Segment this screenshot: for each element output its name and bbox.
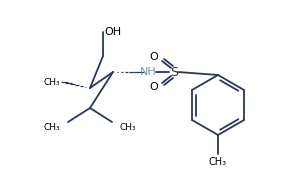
Text: CH₃: CH₃ — [43, 78, 60, 87]
Text: O: O — [150, 52, 158, 62]
Text: O: O — [150, 82, 158, 92]
Text: NH: NH — [140, 67, 156, 77]
Text: CH₃: CH₃ — [209, 157, 227, 167]
Text: CH₃: CH₃ — [43, 122, 60, 132]
Text: S: S — [170, 66, 178, 78]
Text: CH₃: CH₃ — [120, 122, 137, 132]
Text: OH: OH — [104, 27, 122, 37]
